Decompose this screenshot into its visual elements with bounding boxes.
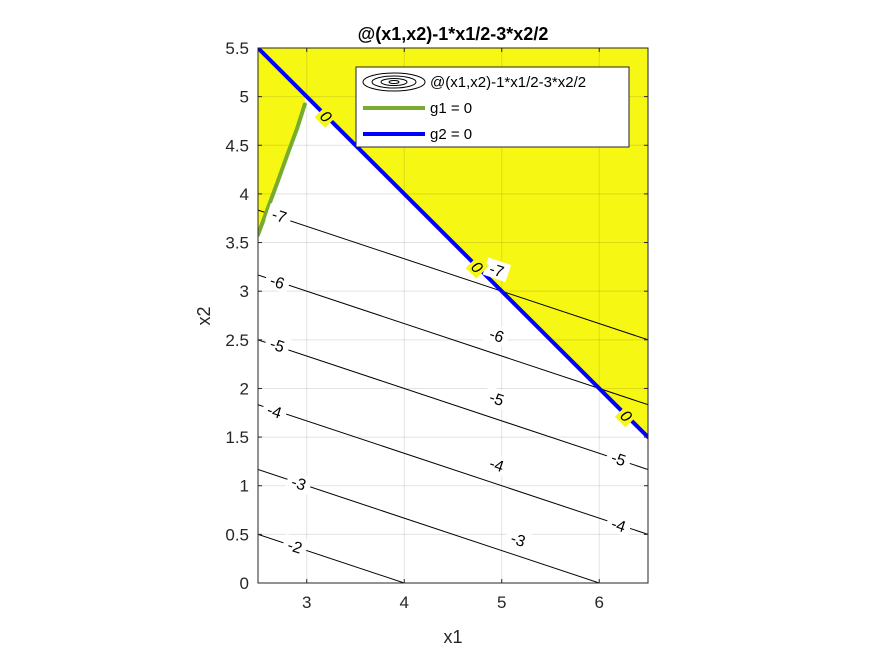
contour-label-background xyxy=(465,255,490,279)
contour-label-background xyxy=(482,385,512,411)
y-tick-label: 0 xyxy=(240,574,249,593)
contour-line xyxy=(258,209,648,341)
contour-label-group: -7 xyxy=(265,202,294,228)
y-tick-label: 0.5 xyxy=(225,525,249,544)
contour-label-group: -6 xyxy=(482,322,512,348)
contour-label: -6 xyxy=(487,326,506,347)
y-tick-label: 1.5 xyxy=(225,428,249,447)
contour-label: -5 xyxy=(609,450,628,471)
contour-label-group: -2 xyxy=(280,533,310,559)
contour-label-background xyxy=(314,104,338,128)
contour-label-background xyxy=(260,398,289,424)
contour-line xyxy=(258,274,648,406)
x-tick-label: 6 xyxy=(595,593,604,612)
legend-entry-label: g2 = 0 xyxy=(430,126,472,143)
y-tick-label: 3 xyxy=(240,282,249,301)
contour-label-group: -3 xyxy=(504,526,533,552)
x-tick-label: 4 xyxy=(400,593,409,612)
contour-label: -4 xyxy=(609,516,628,537)
g1-constraint-line xyxy=(258,102,307,237)
contour-label-background xyxy=(482,452,512,477)
contour-label-group: -5 xyxy=(604,446,633,471)
y-tick-label: 2 xyxy=(240,379,249,398)
y-tick-label: 3.5 xyxy=(225,234,249,253)
contour-label-background xyxy=(263,332,292,358)
contour-label-group: -5 xyxy=(263,332,292,358)
legend-contour-ring xyxy=(371,75,417,89)
contour-label-background xyxy=(504,526,533,552)
contour-label-background xyxy=(284,470,314,496)
contour-line xyxy=(258,469,601,583)
contour-label-background xyxy=(482,322,512,348)
contour-label-group: 0 xyxy=(314,104,338,128)
y-tick-label: 4.5 xyxy=(225,136,249,155)
legend-contour-icon xyxy=(362,72,426,92)
legend-entry-label: @(x1,x2)-1*x1/2-3*x2/2 xyxy=(430,74,586,91)
contour-label: -5 xyxy=(268,336,287,357)
contour-label-background xyxy=(614,404,639,428)
x-axis-label: x1 xyxy=(443,627,462,647)
y-tick-label: 5 xyxy=(240,88,249,107)
contour-label-background xyxy=(604,512,633,537)
y-tick-label: 5.5 xyxy=(225,39,249,58)
x-tick-label: 3 xyxy=(302,593,311,612)
legend-contour-ring xyxy=(388,80,400,84)
contour-label: -3 xyxy=(289,474,308,495)
contour-label-background xyxy=(263,269,292,294)
legend-contour-ring xyxy=(380,78,408,86)
infeasible-region-g1 xyxy=(258,48,305,235)
contour-label-background xyxy=(482,257,512,283)
contour-label-group: 0 xyxy=(614,404,639,428)
legend-contour-ring xyxy=(362,72,426,92)
contour-label-group: -4 xyxy=(604,512,633,537)
contour-label-group: -4 xyxy=(260,398,289,424)
contour-layer xyxy=(258,209,648,583)
axes-box xyxy=(257,47,649,584)
contour-label: -3 xyxy=(508,530,527,551)
contour-label: -2 xyxy=(285,537,304,558)
contour-line xyxy=(258,404,648,535)
contour-label-group: -4 xyxy=(482,452,512,477)
contour-label-group: -3 xyxy=(284,470,314,496)
contour-label-group: -6 xyxy=(263,269,292,294)
contour-label: -5 xyxy=(487,389,506,410)
contour-label: -4 xyxy=(487,455,506,476)
legend-entry-label: g1 = 0 xyxy=(430,100,472,117)
contour-label-group: 0 xyxy=(465,255,490,279)
y-tick-label: 4 xyxy=(240,185,249,204)
y-tick-label: 2.5 xyxy=(225,331,249,350)
contour-label: -7 xyxy=(487,261,506,282)
contour-label-group: -7 xyxy=(482,257,512,283)
contour-label: -4 xyxy=(265,402,284,423)
legend: @(x1,x2)-1*x1/2-3*x2/2 g1 = 0 g2 = 0 xyxy=(355,66,630,148)
chart-title: @(x1,x2)-1*x1/2-3*x2/2 xyxy=(358,24,549,44)
y-tick-label: 1 xyxy=(240,477,249,496)
contour-line xyxy=(258,339,648,470)
contour-label-background xyxy=(265,202,294,228)
y-axis-label: x2 xyxy=(194,306,214,325)
contour-label: -7 xyxy=(270,206,289,227)
contour-label: -6 xyxy=(268,273,287,294)
axes-layer: 3 4 5 6 0 0.5 1 1.5 2 2.5 3 3.5 4 4.5 5 5.5 xyxy=(225,39,649,612)
contour-label-background xyxy=(280,533,310,559)
contour-label-background xyxy=(604,446,633,471)
x-tick-label: 5 xyxy=(497,593,506,612)
contour-line xyxy=(258,533,406,583)
contour-label-group: -5 xyxy=(482,385,512,411)
